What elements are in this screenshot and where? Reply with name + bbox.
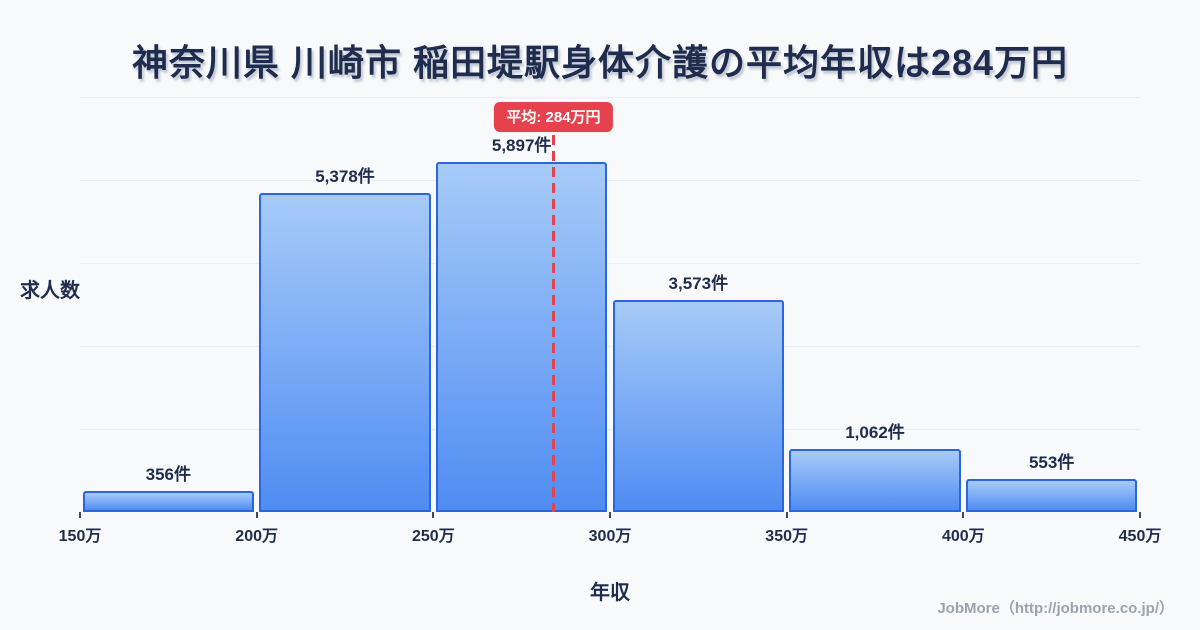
y-gridline (80, 263, 1140, 264)
histogram-bar (965, 479, 1138, 512)
x-tick-label: 200万 (235, 528, 279, 545)
bar-value-label: 553件 (1028, 453, 1075, 473)
histogram-chart: 平均: 284万円 356件 5,378件 5,897件 3,573件 1,062件 55… (59, 97, 1161, 545)
x-tick-label: 350万 (765, 528, 809, 545)
x-axis-tick (962, 512, 965, 518)
y-gridline (80, 429, 1140, 430)
x-tick-label: 400万 (941, 528, 985, 545)
x-tick-label: 150万 (58, 528, 102, 545)
histogram-bar (435, 162, 608, 512)
y-gridline (80, 97, 1140, 98)
x-tick-label: 300万 (588, 528, 632, 545)
y-gridline (80, 180, 1140, 181)
x-axis-tick (609, 512, 611, 518)
page-title: 神奈川県 川崎市 稲田堤駅身体介護の平均年収は284万円 (131, 42, 1069, 83)
bar-value-label: 356件 (145, 464, 192, 484)
histogram-bar (259, 193, 431, 512)
footer-credit: JobMore（http://jobmore.co.jp/） (937, 600, 1174, 617)
x-axis-tick (785, 512, 788, 518)
bar-value-label: 5,378件 (315, 167, 375, 187)
histogram-bar (789, 449, 961, 512)
x-tick-label: 450万 (1118, 528, 1162, 545)
bar-value-label: 5,897件 (491, 136, 552, 156)
x-axis-tick (79, 512, 81, 518)
y-axis-title: 求人数 (20, 280, 80, 302)
bar-value-label: 1,062件 (845, 423, 905, 443)
x-axis-tick (255, 512, 258, 518)
histogram-bar (612, 300, 785, 512)
x-axis-title: 年収 (590, 582, 630, 604)
x-axis-tick (432, 512, 435, 518)
x-tick-label: 250万 (411, 528, 455, 545)
bar-value-label: 3,573件 (668, 274, 729, 294)
y-gridline (80, 346, 1140, 347)
histogram-bar (82, 490, 255, 512)
average-badge: 平均: 284万円 (494, 102, 613, 132)
x-axis-tick (1139, 512, 1141, 518)
average-line (551, 135, 555, 512)
